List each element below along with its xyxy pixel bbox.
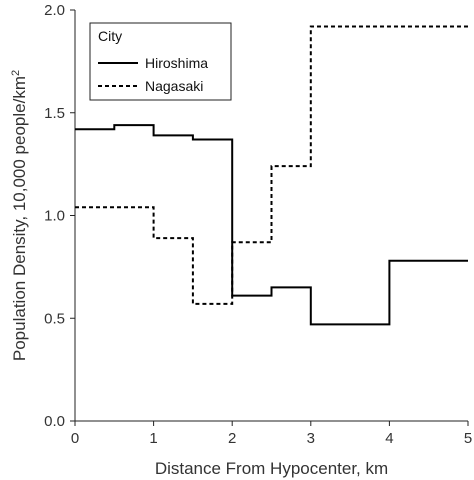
legend-title: City	[98, 28, 122, 44]
series-line-hiroshima	[75, 124, 468, 326]
x-tick-label: 2	[228, 430, 236, 447]
y-tick-label: 0.5	[44, 310, 65, 327]
legend-label-nagasaki: Nagasaki	[145, 78, 203, 94]
y-axis-ticks: 0.0 0.5 1.0 1.5 2.0	[44, 2, 75, 430]
y-axis-title-main: Population Density, 10,000 people/km	[10, 76, 29, 361]
series-line-nagasaki	[75, 25, 468, 305]
x-axis-ticks: 0 1 2 3 4 5	[71, 421, 472, 447]
y-tick-label: 1.5	[44, 105, 65, 122]
y-tick-label: 1.0	[44, 208, 65, 225]
series-layer	[75, 25, 468, 326]
x-tick-label: 0	[71, 430, 79, 447]
x-tick-label: 5	[464, 430, 472, 447]
legend-box	[89, 22, 232, 101]
y-axis-title-superscript: 2	[10, 70, 22, 76]
y-tick-label: 0.0	[44, 413, 65, 430]
x-tick-label: 4	[385, 430, 393, 447]
legend: City Hiroshima Nagasaki	[89, 22, 232, 101]
legend-label-hiroshima: Hiroshima	[145, 55, 208, 71]
y-axis-title: Population Density, 10,000 people/km2	[10, 70, 29, 361]
x-axis-title: Distance From Hypocenter, km	[155, 459, 388, 478]
x-tick-label: 3	[307, 430, 315, 447]
x-tick-label: 1	[149, 430, 157, 447]
y-tick-label: 2.0	[44, 2, 65, 19]
